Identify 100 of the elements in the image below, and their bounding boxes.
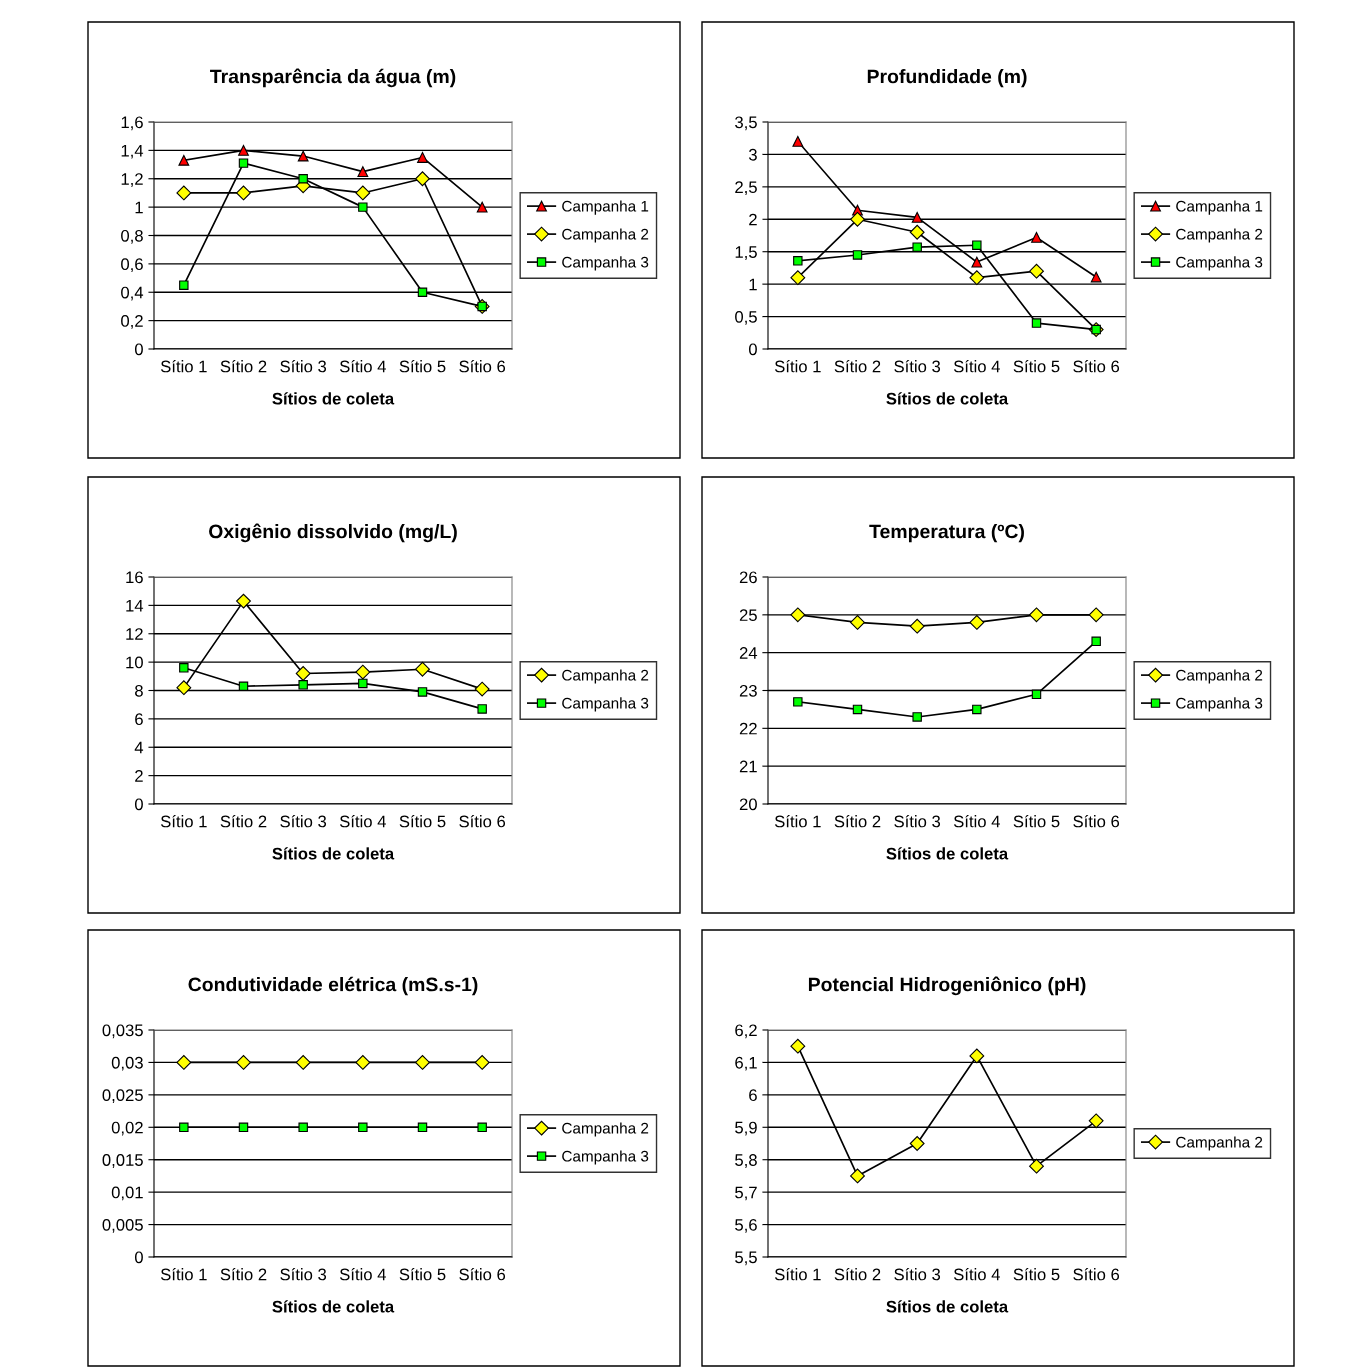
point xyxy=(474,681,490,697)
point xyxy=(176,185,192,201)
point xyxy=(1029,1158,1044,1174)
chart-title: Profundidade (m) xyxy=(867,69,1027,88)
point xyxy=(971,256,983,268)
point xyxy=(477,704,487,714)
legend-label: Campanha 1 xyxy=(562,200,649,215)
point xyxy=(357,166,369,178)
x-tick-label: Sítio 1 xyxy=(160,359,207,373)
y-tick-label: 12 xyxy=(126,628,143,640)
y-tick-label: 0,025 xyxy=(102,1089,143,1104)
legend-label: Campanha 3 xyxy=(562,1150,649,1165)
x-tick-label: Sítio 3 xyxy=(280,1267,327,1281)
y-tick-label: 1 xyxy=(749,278,757,291)
point xyxy=(178,154,190,166)
point xyxy=(850,1168,865,1184)
point xyxy=(790,270,806,286)
y-tick-label: 2 xyxy=(749,213,757,226)
point xyxy=(238,158,249,168)
x-axis-title: Sítios de coleta xyxy=(272,392,395,405)
point xyxy=(969,614,985,630)
y-tick-label: 4 xyxy=(134,741,144,754)
y-tick-label: 0,015 xyxy=(102,1154,143,1168)
chart-title: Oxigênio dissolvido (mg/L) xyxy=(209,523,457,543)
point xyxy=(298,174,308,184)
x-tick-label: Sítio 3 xyxy=(894,814,941,828)
y-tick-label: 1,6 xyxy=(121,116,143,131)
x-axis-title: Sítios de coleta xyxy=(272,847,395,860)
x-tick-label: Sítio 1 xyxy=(160,1267,207,1281)
y-tick-label: 26 xyxy=(739,571,757,584)
y-tick-label: 6,2 xyxy=(735,1024,757,1039)
x-tick-label: Sítio 2 xyxy=(834,1267,881,1281)
legend-label: Campanha 2 xyxy=(562,669,649,684)
point xyxy=(911,211,923,223)
point xyxy=(1090,271,1102,283)
point xyxy=(417,152,428,163)
legend-label: Campanha 3 xyxy=(562,697,649,712)
point xyxy=(358,678,368,689)
point xyxy=(909,1136,925,1151)
x-tick-label: Sítio 1 xyxy=(774,814,821,828)
point xyxy=(790,1038,806,1054)
x-tick-label: Sítio 1 xyxy=(774,1267,821,1281)
y-tick-label: 1,5 xyxy=(735,246,757,260)
y-tick-label: 3 xyxy=(748,148,757,161)
x-tick-label: Sítio 3 xyxy=(280,359,327,373)
point xyxy=(852,704,863,715)
point xyxy=(176,680,192,696)
chart-title: Potencial Hidrogeniônico (pH) xyxy=(808,976,1086,996)
y-tick-label: 21 xyxy=(739,760,757,773)
y-tick-label: 6 xyxy=(749,1089,757,1102)
point xyxy=(238,144,249,156)
point xyxy=(852,250,863,260)
y-tick-label: 10 xyxy=(126,656,143,669)
point xyxy=(972,704,982,715)
y-tick-label: 0 xyxy=(134,798,143,811)
y-tick-label: 0,035 xyxy=(102,1024,143,1039)
y-tick-label: 0,8 xyxy=(121,229,143,244)
y-tick-label: 0,02 xyxy=(111,1121,143,1136)
point xyxy=(417,687,428,697)
point xyxy=(476,201,488,213)
point xyxy=(972,240,982,250)
point xyxy=(912,242,922,252)
point xyxy=(1031,318,1042,328)
x-tick-label: Sítio 4 xyxy=(339,1267,386,1281)
y-tick-label: 24 xyxy=(739,647,758,659)
y-tick-label: 0,2 xyxy=(121,315,143,329)
point xyxy=(417,287,428,297)
point xyxy=(179,663,189,673)
point xyxy=(1031,232,1042,243)
y-tick-label: 0,01 xyxy=(111,1186,143,1201)
point xyxy=(793,697,803,707)
x-axis-title: Sítios de coleta xyxy=(272,1300,395,1313)
x-tick-label: Sítio 4 xyxy=(339,359,386,373)
x-tick-label: Sítio 2 xyxy=(220,359,267,373)
y-tick-label: 5,7 xyxy=(735,1186,757,1201)
x-tick-label: Sítio 4 xyxy=(953,359,1000,373)
y-tick-label: 5,9 xyxy=(735,1121,757,1136)
y-tick-label: 5,8 xyxy=(735,1154,757,1168)
point xyxy=(909,224,925,240)
legend-label: Campanha 2 xyxy=(562,1122,649,1137)
y-tick-label: 5,6 xyxy=(735,1218,757,1233)
point xyxy=(912,712,922,722)
point xyxy=(1029,263,1044,279)
point xyxy=(850,614,865,630)
x-tick-label: Sítio 5 xyxy=(399,814,446,828)
point xyxy=(1031,689,1042,700)
point xyxy=(969,270,985,286)
y-tick-label: 1,2 xyxy=(121,173,143,187)
y-tick-label: 16 xyxy=(126,571,143,584)
x-tick-label: Sítio 4 xyxy=(953,1267,1000,1281)
point xyxy=(1091,636,1101,647)
x-axis-title: Sítios de coleta xyxy=(886,392,1009,405)
chart-title: Transparência da água (m) xyxy=(210,68,456,88)
x-tick-label: Sítio 5 xyxy=(1013,1267,1060,1281)
y-tick-label: 2 xyxy=(135,770,143,782)
legend-label: Campanha 2 xyxy=(562,228,649,243)
y-tick-label: 2,5 xyxy=(735,181,757,196)
point xyxy=(179,280,189,290)
point xyxy=(236,593,251,609)
point xyxy=(415,661,430,677)
